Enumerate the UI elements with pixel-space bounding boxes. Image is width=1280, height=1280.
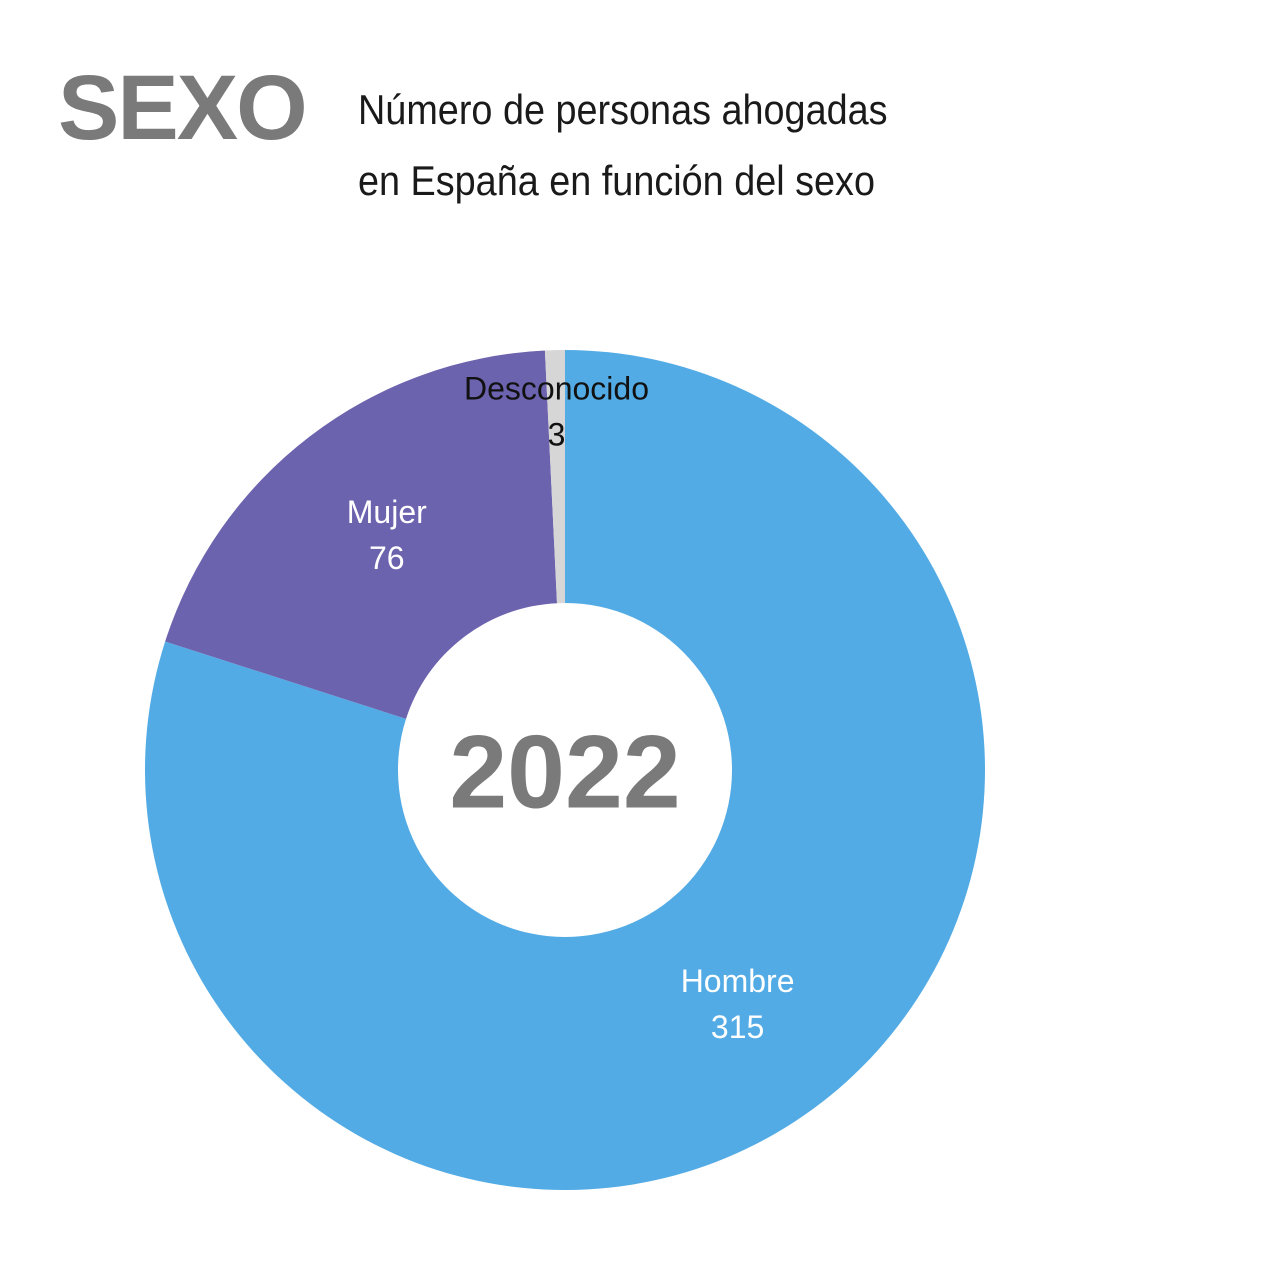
slice	[145, 350, 985, 1191]
slice-value-label: 3	[548, 417, 566, 453]
chart-title: Número de personas ahogadas en España en…	[358, 86, 888, 205]
slice	[165, 350, 558, 719]
heading: SEXO	[58, 57, 308, 159]
center-label: 2022	[449, 714, 680, 830]
slice-category-label: Hombre	[681, 963, 795, 999]
slice-category-label: Mujer	[347, 494, 427, 530]
slice-value-label: 315	[711, 1009, 764, 1045]
slice	[544, 350, 565, 604]
slice-value-label: 76	[369, 540, 405, 576]
slice-category-label: Desconocido	[464, 371, 649, 407]
